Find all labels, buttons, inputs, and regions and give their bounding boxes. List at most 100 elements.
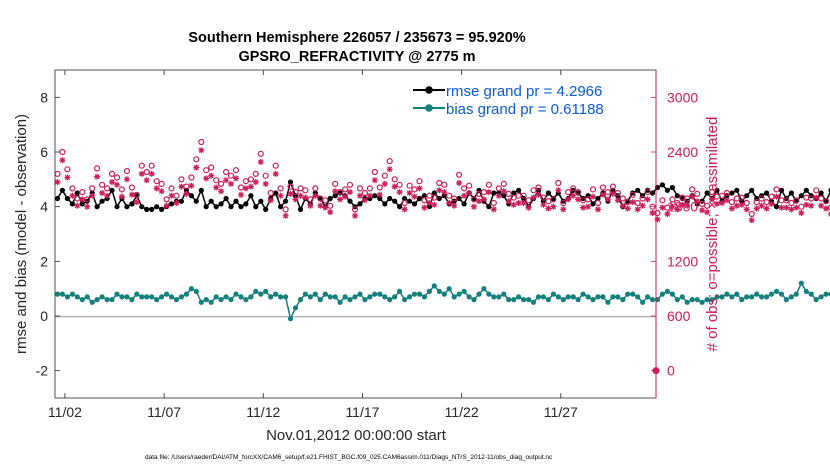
data-point <box>124 294 130 300</box>
x-tick-label: 11/02 <box>48 404 82 420</box>
data-point <box>704 190 710 196</box>
data-point <box>773 204 780 210</box>
obs-possible-point <box>525 197 532 204</box>
obs-assimilated-point <box>242 185 249 192</box>
data-point <box>620 297 626 303</box>
data-point <box>441 291 447 297</box>
obs-possible-point <box>74 195 81 202</box>
obs-possible-point <box>822 198 830 205</box>
obs-assimilated-point <box>277 192 284 199</box>
obs-assimilated-point <box>366 192 373 199</box>
data-point <box>407 198 413 204</box>
obs-possible-point <box>753 199 760 206</box>
data-point <box>183 291 189 297</box>
data-point <box>99 294 105 300</box>
obs-assimilated-point <box>699 207 706 214</box>
obs-assimilated-point <box>342 193 349 200</box>
data-point <box>416 195 423 202</box>
obs-assimilated-point <box>778 204 785 211</box>
data-point <box>248 294 254 300</box>
data-point <box>724 291 730 297</box>
obs-possible-point <box>287 183 294 190</box>
obs-assimilated-point <box>416 185 423 192</box>
y-tick-label-left: 4 <box>40 199 48 215</box>
obs-assimilated-point <box>609 190 616 197</box>
obs-assimilated-point <box>723 197 730 204</box>
obs-possible-point <box>69 185 76 192</box>
data-point <box>168 294 175 300</box>
obs-possible-point <box>128 184 135 191</box>
obs-assimilated-point <box>515 200 522 206</box>
data-point <box>114 291 120 297</box>
data-point <box>580 291 586 297</box>
data-point <box>253 288 259 294</box>
obs-possible-point <box>223 168 230 176</box>
data-point <box>84 294 90 300</box>
data-point <box>511 297 517 303</box>
data-point <box>823 291 829 297</box>
data-point <box>223 195 229 202</box>
obs-possible-point <box>346 181 354 188</box>
data-point <box>719 294 725 300</box>
legend: rmse grand pr = 4.2966 bias grand pr = 0… <box>413 83 604 118</box>
data-point <box>327 294 333 300</box>
data-point <box>759 294 765 300</box>
obs-possible-point <box>148 162 155 169</box>
data-point <box>585 294 591 300</box>
obs-possible-point <box>401 199 408 207</box>
obs-possible-point <box>163 196 170 203</box>
obs-possible-point <box>421 197 428 204</box>
data-point <box>64 195 70 202</box>
data-point <box>357 201 363 207</box>
obs-assimilated-point <box>223 177 230 184</box>
obs-possible-point <box>257 150 264 157</box>
obs-possible-point <box>639 195 646 202</box>
obs-assimilated-point <box>674 206 681 213</box>
data-point <box>248 193 254 199</box>
data-point <box>416 291 423 297</box>
data-point <box>734 187 740 193</box>
obs-possible-point <box>738 194 745 201</box>
obs-possible-point <box>237 184 245 191</box>
obs-assimilated-point <box>238 191 244 198</box>
obs-assimilated-point <box>748 217 755 224</box>
data-point <box>273 190 279 196</box>
data-point <box>402 195 408 202</box>
obs-assimilated-point <box>505 198 512 205</box>
data-point <box>535 294 542 300</box>
obs-assimilated-point <box>704 209 711 216</box>
data-point <box>377 291 383 297</box>
data-point <box>203 204 209 210</box>
data-point <box>659 291 666 297</box>
data-point <box>69 291 75 297</box>
data-point <box>402 297 408 303</box>
obs-possible-point <box>694 190 701 197</box>
data-point <box>302 291 308 297</box>
data-point <box>124 204 130 210</box>
obs-assimilated-point <box>322 204 329 211</box>
obs-possible-point <box>312 185 319 192</box>
data-point <box>411 201 418 207</box>
data-point <box>649 190 656 196</box>
data-point <box>734 291 740 297</box>
data-point <box>287 316 294 322</box>
obs-assimilated-point <box>471 203 477 210</box>
obs-possible-point <box>193 156 200 163</box>
series-3 <box>54 138 830 218</box>
obs-possible-point <box>743 199 750 207</box>
obs-possible-point <box>629 191 636 198</box>
x-tick-label: 11/07 <box>147 404 181 420</box>
data-point <box>426 288 432 294</box>
data-point <box>635 187 641 193</box>
obs-possible-point <box>103 185 111 192</box>
plot-area <box>55 70 656 398</box>
data-point <box>506 297 512 303</box>
data-point <box>491 294 497 300</box>
obs-possible-point <box>218 180 225 187</box>
data-point <box>347 297 353 303</box>
obs-assimilated-point <box>758 202 765 209</box>
obs-possible-point <box>634 199 641 207</box>
obs-possible-point <box>708 189 716 196</box>
data-point <box>173 297 180 303</box>
data-point <box>208 299 214 305</box>
